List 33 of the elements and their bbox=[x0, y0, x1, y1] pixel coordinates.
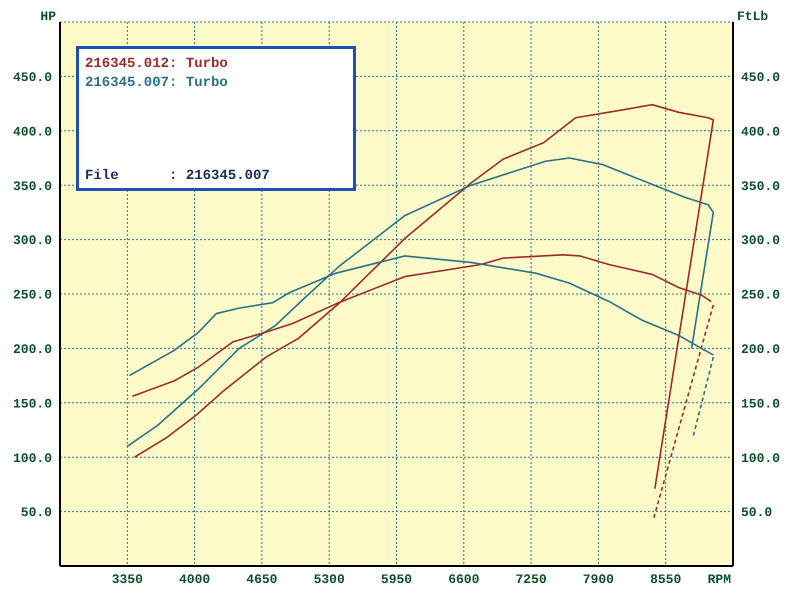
x-tick-label: 4000 bbox=[178, 572, 210, 588]
y-tick-label: 400.0 bbox=[12, 124, 52, 140]
y2-tick-label: 400.0 bbox=[741, 124, 780, 140]
y-tick-label: 450.0 bbox=[12, 70, 52, 86]
x-tick-label: 7900 bbox=[582, 572, 614, 588]
y2-axis-title: FtLb bbox=[737, 9, 768, 24]
x-tick-label: 8550 bbox=[650, 572, 682, 588]
y2-tick-label: 250.0 bbox=[741, 288, 780, 303]
x-axis-title: RPM bbox=[708, 572, 732, 587]
y-tick-label: 150.0 bbox=[12, 396, 52, 412]
y2-tick-label: 350.0 bbox=[741, 178, 780, 194]
y-axis-title: HP bbox=[40, 9, 56, 24]
y-tick-label: 350.0 bbox=[12, 178, 52, 194]
y-tick-label: 100.0 bbox=[12, 450, 52, 466]
y2-tick-label: 200.0 bbox=[741, 342, 780, 358]
annotation: File : 216345.007 bbox=[85, 168, 270, 184]
x-tick-label: 5950 bbox=[380, 572, 412, 588]
y2-tick-label: 50.0 bbox=[741, 505, 772, 520]
x-tick-label: 6600 bbox=[448, 572, 480, 588]
line-series bbox=[134, 104, 714, 490]
y2-tick-label: 100.0 bbox=[741, 450, 780, 466]
x-tick-label: 7250 bbox=[515, 572, 547, 588]
y-tick-label: 50.0 bbox=[20, 505, 52, 520]
y2-tick-label: 300.0 bbox=[741, 233, 780, 248]
y2-tick-label: 450.0 bbox=[741, 70, 780, 86]
legend-box: 216345.012: Turbo 216345.007: Turbo File : 216345.007 bbox=[76, 46, 356, 191]
y2-tick-label: 150.0 bbox=[741, 396, 780, 412]
x-tick-label: 5300 bbox=[314, 572, 345, 588]
y-tick-label: 250.0 bbox=[12, 288, 52, 303]
y-tick-label: 200.0 bbox=[12, 342, 52, 358]
x-tick-label: 4650 bbox=[246, 572, 278, 588]
x-tick-label: 3350 bbox=[112, 572, 144, 588]
y-tick-label: 300.0 bbox=[12, 233, 52, 248]
